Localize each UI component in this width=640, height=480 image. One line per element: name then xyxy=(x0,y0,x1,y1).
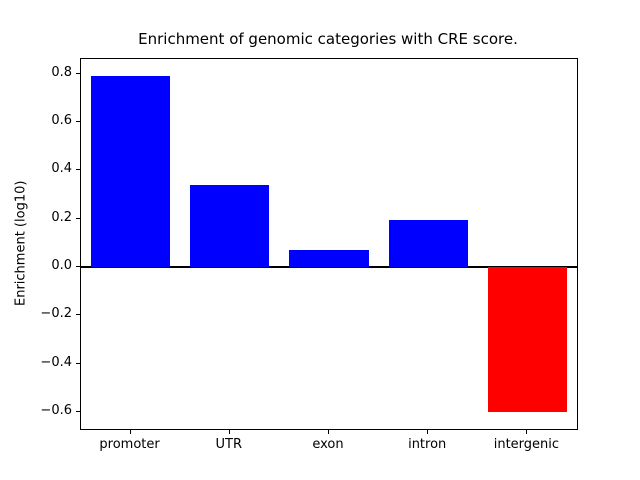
y-tick-mark xyxy=(76,314,80,316)
x-tick-label-UTR: UTR xyxy=(215,437,243,452)
y-tick-label: 0.2 xyxy=(51,209,72,225)
y-tick-label: −0.2 xyxy=(40,306,72,322)
bar-promoter xyxy=(90,75,171,267)
bar-UTR xyxy=(190,184,270,267)
y-tick-label: 0.4 xyxy=(51,161,72,177)
x-tick-mark xyxy=(328,430,329,434)
y-tick-label: −0.6 xyxy=(40,403,72,419)
y-tick-label: 0.0 xyxy=(51,257,72,273)
zero-baseline xyxy=(81,265,577,268)
chart-title: Enrichment of genomic categories with CR… xyxy=(138,30,518,48)
x-tick-label-intron: intron xyxy=(408,437,447,452)
bar-intron xyxy=(388,219,468,267)
x-tick-mark xyxy=(129,430,131,434)
y-tick-mark xyxy=(76,362,80,364)
x-tick-mark xyxy=(228,430,230,434)
y-tick-mark xyxy=(76,72,80,74)
y-tick-mark xyxy=(76,169,80,171)
y-tick-mark xyxy=(76,265,80,267)
y-tick-label: 0.8 xyxy=(51,64,72,80)
x-tick-mark xyxy=(526,430,528,434)
y-tick-mark xyxy=(76,411,80,413)
y-tick-mark xyxy=(76,120,80,122)
x-tick-label-exon: exon xyxy=(312,437,344,452)
x-tick-mark xyxy=(427,430,429,434)
x-tick-label-intergenic: intergenic xyxy=(493,437,560,452)
x-tick-label-promoter: promoter xyxy=(99,437,160,452)
y-tick-mark xyxy=(76,217,80,219)
bar-exon xyxy=(289,250,369,267)
y-tick-label: −0.4 xyxy=(40,354,72,370)
plot-area xyxy=(80,58,578,430)
bar-intergenic xyxy=(487,266,568,413)
y-tick-label: 0.6 xyxy=(51,112,72,128)
